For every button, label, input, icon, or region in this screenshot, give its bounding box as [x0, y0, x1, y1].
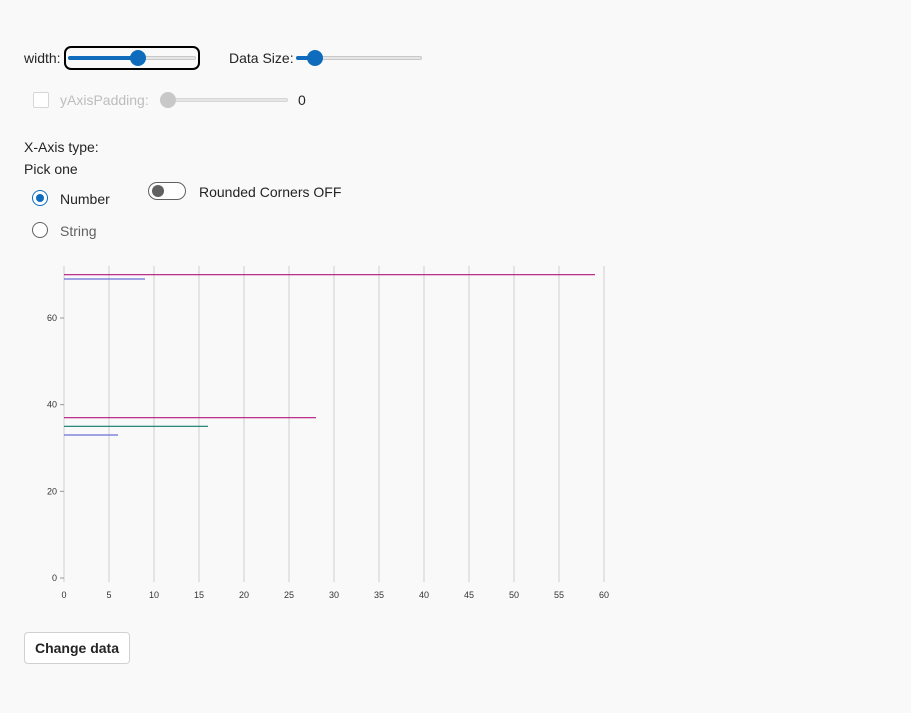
- pick-one-label: Pick one: [24, 161, 78, 177]
- x-tick-label: 25: [284, 590, 294, 600]
- y-tick-label: 40: [47, 400, 57, 410]
- y-tick-label: 60: [47, 313, 57, 323]
- x-tick-label: 15: [194, 590, 204, 600]
- data-size-slider-thumb[interactable]: [307, 50, 323, 66]
- y-tick-label: 20: [47, 486, 57, 496]
- y-tick-label: 0: [52, 573, 57, 583]
- width-slider-thumb[interactable]: [129, 50, 146, 66]
- x-tick-label: 50: [509, 590, 519, 600]
- x-tick-label: 45: [464, 590, 474, 600]
- radio-string[interactable]: [32, 222, 48, 238]
- x-tick-label: 60: [599, 590, 609, 600]
- width-label: width:: [24, 50, 61, 66]
- horizontal-bar-chart: 0 5 10 15 20 25 30 35 40 45 50 55 60 0 20 40 60: [47, 266, 609, 600]
- radio-number-label: Number: [60, 191, 110, 207]
- y-axis-padding-slider-thumb[interactable]: [160, 92, 176, 108]
- y-axis-padding-slider-track: [160, 98, 288, 102]
- rounded-corners-label: Rounded Corners OFF: [199, 184, 342, 200]
- y-axis-padding-label: yAxisPadding:: [60, 92, 149, 108]
- x-tick-label: 0: [61, 590, 66, 600]
- data-size-slider-fill: [296, 56, 315, 60]
- x-tick-label: 10: [149, 590, 159, 600]
- x-tick-label: 20: [239, 590, 249, 600]
- width-slider-fill: [68, 56, 138, 60]
- switch-knob: [152, 185, 164, 197]
- rounded-corners-switch[interactable]: [148, 182, 186, 200]
- radio-number[interactable]: [32, 190, 48, 206]
- data-size-slider[interactable]: [296, 50, 422, 66]
- change-data-button[interactable]: Change data: [24, 632, 130, 664]
- y-axis-padding-value: 0: [298, 92, 306, 108]
- x-tick-label: 35: [374, 590, 384, 600]
- width-slider[interactable]: [64, 46, 200, 70]
- x-tick-label: 30: [329, 590, 339, 600]
- radio-string-label: String: [60, 223, 97, 239]
- y-axis-padding-checkbox[interactable]: [33, 92, 49, 108]
- x-tick-label: 5: [106, 590, 111, 600]
- y-axis-padding-slider[interactable]: [160, 92, 288, 108]
- x-tick-label: 55: [554, 590, 564, 600]
- x-axis-type-label: X-Axis type:: [24, 139, 99, 155]
- data-size-label: Data Size:: [229, 50, 294, 66]
- x-tick-label: 40: [419, 590, 429, 600]
